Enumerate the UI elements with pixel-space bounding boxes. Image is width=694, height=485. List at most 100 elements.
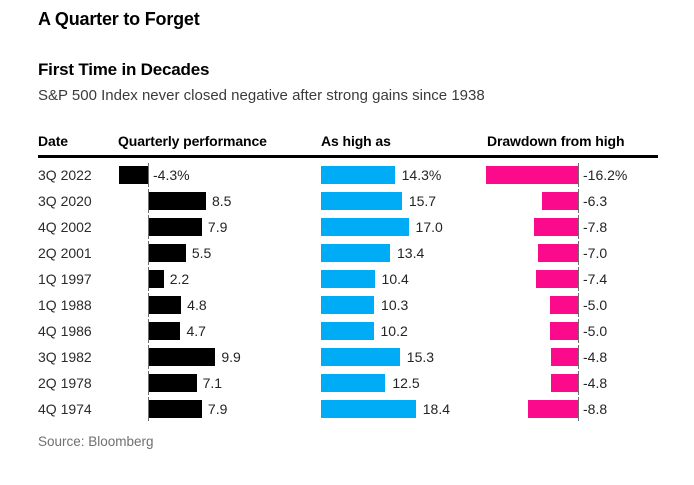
drawdown-value: -4.8 — [583, 375, 608, 391]
header-rule — [38, 155, 658, 158]
quarterly-performance-bar — [149, 244, 186, 262]
drawdown-baseline-tick — [578, 215, 579, 239]
drawdown-value: -16.2% — [583, 167, 628, 183]
quarterly-performance-bar — [119, 166, 148, 184]
drawdown-bar — [542, 192, 578, 210]
chart-subtitle: S&P 500 Index never closed negative afte… — [38, 87, 485, 104]
as-high-as-bar — [321, 400, 416, 418]
as-high-as-value: 12.5 — [392, 375, 420, 391]
drawdown-bar — [550, 374, 578, 392]
quarterly-performance-bar — [149, 348, 216, 366]
column-header-drawdown-from-high: Drawdown from high — [487, 133, 625, 149]
table-row: 4Q 2002 7.9 17.0 -7.8 — [0, 214, 694, 240]
quarterly-performance-value: 2.2 — [169, 271, 190, 287]
drawdown-bar — [536, 270, 578, 288]
drawdown-bar — [533, 218, 578, 236]
date-label: 2Q 1978 — [38, 375, 92, 391]
quarterly-performance-value: 4.8 — [187, 297, 207, 313]
table-row: 4Q 1986 4.7 10.2 -5.0 — [0, 318, 694, 344]
as-high-as-bar — [321, 166, 395, 184]
as-high-as-bar — [321, 270, 375, 288]
table-row: 1Q 1997 2.2 10.4 -7.4 — [0, 266, 694, 292]
quarterly-performance-value: 7.9 — [207, 401, 228, 417]
as-high-as-value: 13.4 — [397, 245, 425, 261]
date-label: 4Q 2002 — [38, 219, 92, 235]
as-high-as-value: 10.2 — [380, 323, 408, 339]
as-high-as-bar — [321, 348, 400, 366]
quarterly-performance-value: 9.9 — [221, 349, 241, 365]
date-label: 3Q 2020 — [38, 193, 92, 209]
quarterly-performance-bar — [149, 192, 206, 210]
as-high-as-value: 18.4 — [422, 401, 450, 417]
drawdown-baseline-tick — [578, 189, 579, 213]
quarterly-performance-bar — [149, 322, 181, 340]
drawdown-baseline-tick — [578, 241, 579, 265]
drawdown-bar — [550, 348, 578, 366]
table-row: 4Q 1974 7.9 18.4 -8.8 — [0, 396, 694, 422]
quarterly-performance-bar — [149, 218, 202, 236]
as-high-as-value: 10.3 — [381, 297, 409, 313]
column-header-quarterly-performance: Quarterly performance — [118, 133, 267, 149]
quarterly-performance-value: 8.5 — [211, 193, 232, 209]
performance-baseline-tick — [148, 293, 149, 317]
date-label: 3Q 1982 — [38, 349, 92, 365]
source-note: Source: Bloomberg — [38, 434, 154, 449]
table-row: 2Q 1978 7.1 12.5 -4.8 — [0, 370, 694, 396]
as-high-as-value: 17.0 — [415, 219, 443, 235]
drawdown-value: -7.0 — [583, 245, 608, 261]
column-header-date: Date — [38, 133, 68, 149]
as-high-as-value: 10.4 — [381, 271, 409, 287]
performance-baseline-tick — [148, 267, 149, 291]
drawdown-value: -4.8 — [583, 349, 608, 365]
drawdown-baseline-tick — [578, 319, 579, 343]
drawdown-value: -8.8 — [583, 401, 608, 417]
table-row: 2Q 2001 5.5 13.4 -7.0 — [0, 240, 694, 266]
performance-baseline-tick — [148, 189, 149, 213]
date-label: 2Q 2001 — [38, 245, 92, 261]
performance-baseline-tick — [148, 397, 149, 421]
quarterly-performance-bar — [149, 270, 164, 288]
drawdown-bar — [549, 296, 578, 314]
performance-baseline-tick — [148, 371, 149, 395]
quarterly-performance-value: 7.1 — [202, 375, 223, 391]
quarterly-performance-bar — [149, 400, 202, 418]
table-row: 3Q 1982 9.9 15.3 -4.8 — [0, 344, 694, 370]
as-high-as-bar — [321, 374, 386, 392]
column-header-as-high-as: As high as — [321, 133, 391, 149]
as-high-as-bar — [321, 218, 409, 236]
performance-baseline-tick — [148, 163, 149, 187]
drawdown-baseline-tick — [578, 397, 579, 421]
performance-baseline-tick — [148, 319, 149, 343]
quarterly-performance-value: -4.3% — [153, 167, 190, 183]
table-body: 3Q 2022 -4.3% 14.3% -16.2% 3Q 2020 8.5 15.7 -6.… — [0, 162, 694, 422]
drawdown-bar — [528, 400, 578, 418]
drawdown-baseline-tick — [578, 371, 579, 395]
quarterly-performance-value: 5.5 — [191, 245, 212, 261]
as-high-as-value: 14.3% — [401, 167, 442, 183]
date-label: 4Q 1986 — [38, 323, 92, 339]
performance-baseline-tick — [148, 345, 149, 369]
drawdown-baseline-tick — [578, 293, 579, 317]
drawdown-bar — [538, 244, 578, 262]
as-high-as-value: 15.7 — [408, 193, 437, 209]
drawdown-value: -5.0 — [583, 323, 608, 339]
table-row: 3Q 2020 8.5 15.7 -6.3 — [0, 188, 694, 214]
drawdown-bar — [549, 322, 578, 340]
drawdown-baseline-tick — [578, 345, 579, 369]
as-high-as-bar — [321, 244, 390, 262]
quarterly-performance-bar — [149, 374, 197, 392]
drawdown-baseline-tick — [578, 163, 579, 187]
date-label: 1Q 1988 — [38, 297, 92, 313]
drawdown-value: -7.4 — [583, 271, 608, 287]
table-row: 3Q 2022 -4.3% 14.3% -16.2% — [0, 162, 694, 188]
as-high-as-bar — [321, 192, 402, 210]
as-high-as-bar — [321, 296, 375, 314]
date-label: 1Q 1997 — [38, 271, 92, 287]
drawdown-value: -7.8 — [583, 219, 608, 235]
performance-baseline-tick — [148, 215, 149, 239]
drawdown-baseline-tick — [578, 267, 579, 291]
drawdown-value: -5.0 — [583, 297, 608, 313]
date-label: 4Q 1974 — [38, 401, 92, 417]
drawdown-bar — [486, 166, 578, 184]
